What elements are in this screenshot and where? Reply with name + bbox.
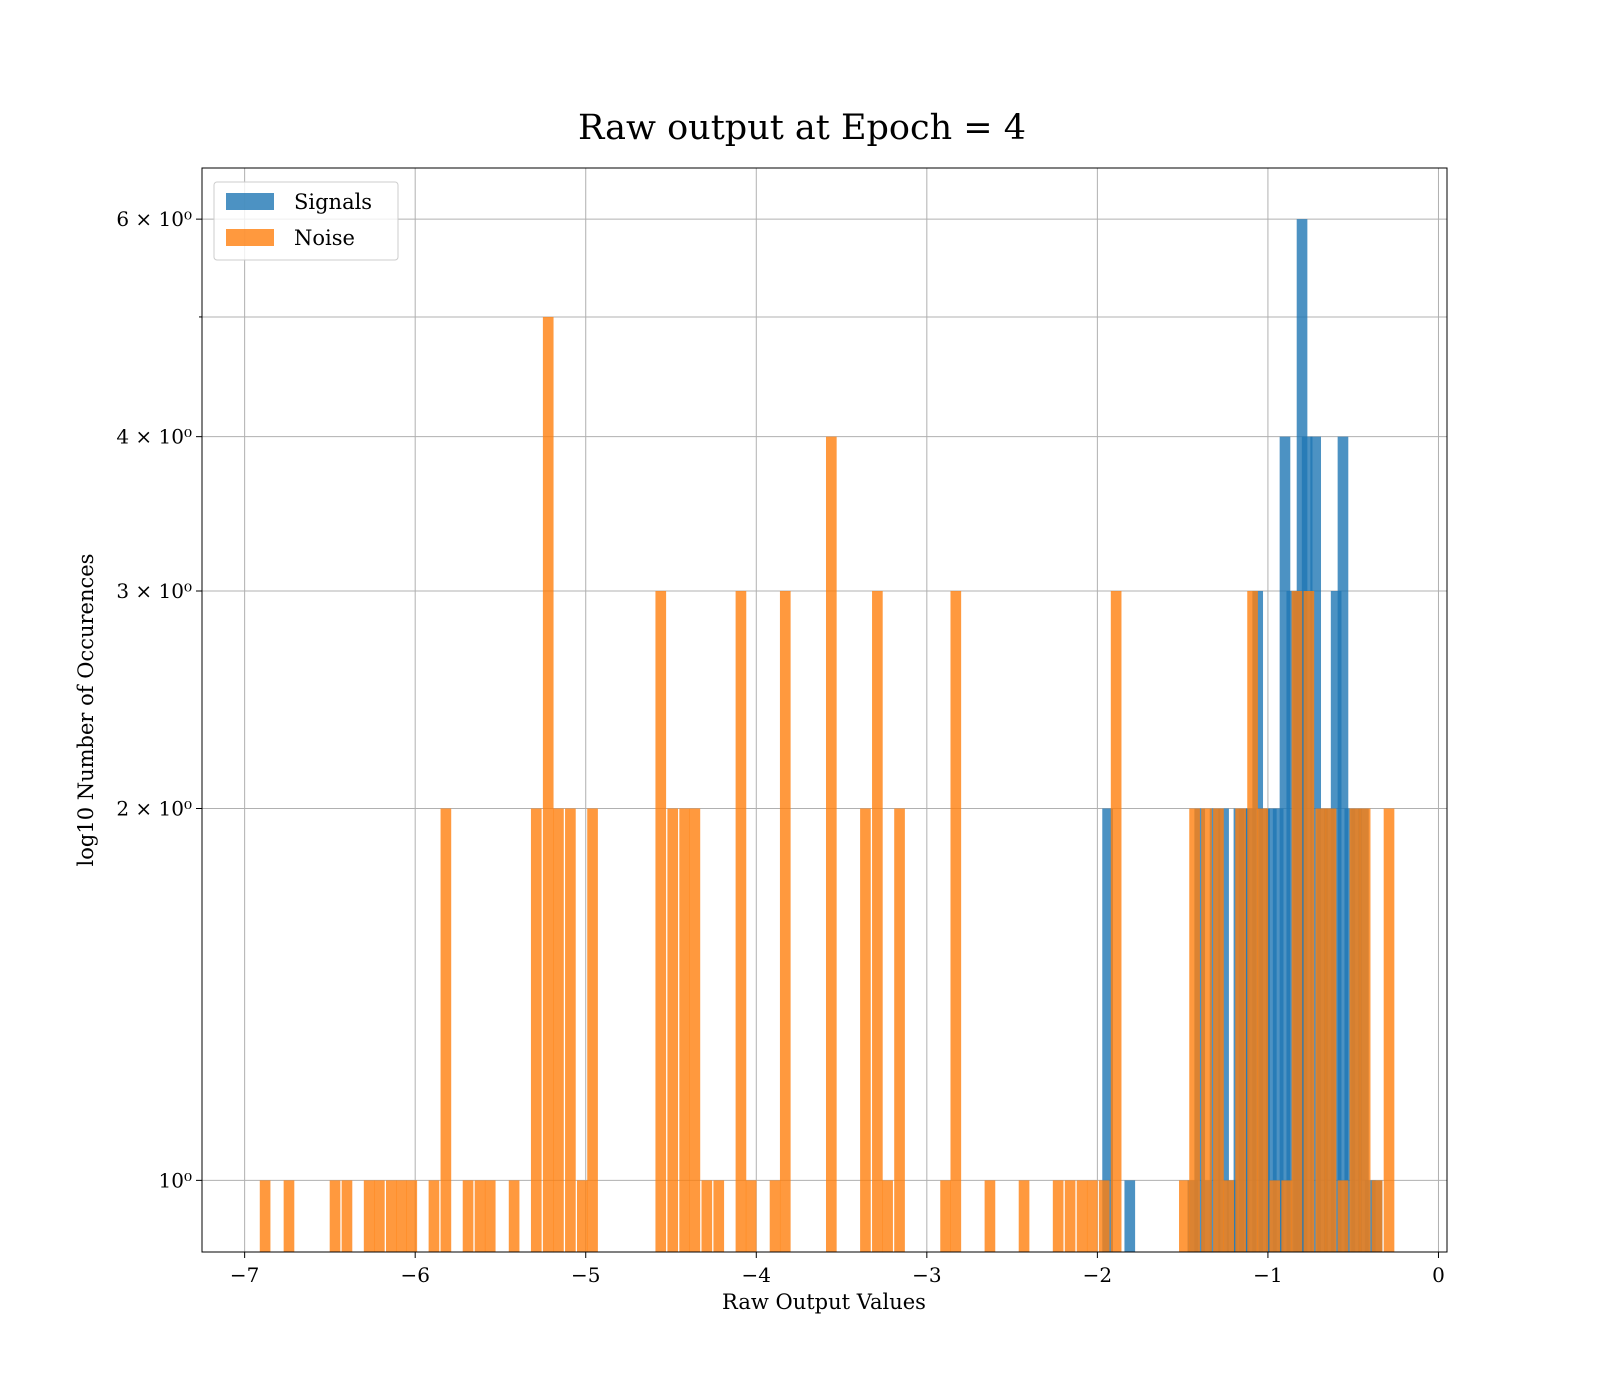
noise-bar — [1359, 808, 1371, 1252]
x-tick-label: −2 — [1083, 1263, 1112, 1287]
y-tick-label: 2 × 10⁰ — [116, 797, 192, 821]
legend-swatch-signals — [226, 193, 274, 210]
noise-bar — [713, 1180, 725, 1252]
x-tick-label: −4 — [742, 1263, 771, 1287]
noise-bar — [950, 590, 962, 1252]
y-tick-label: 6 × 10⁰ — [116, 207, 192, 231]
chart-title: Raw output at Epoch = 4 — [578, 108, 1026, 148]
noise-bar — [1247, 590, 1258, 1252]
signals-bar — [1337, 436, 1349, 1252]
noise-bar — [1086, 1180, 1098, 1252]
noise-bar — [1098, 1180, 1110, 1252]
legend-label-noise: Noise — [294, 226, 355, 250]
x-tick-label: −5 — [571, 1263, 600, 1287]
noise-bar — [940, 1180, 951, 1252]
y-tick-label: 4 × 10⁰ — [116, 425, 192, 449]
legend-swatch-noise — [226, 229, 274, 246]
noise-bar — [1337, 1180, 1349, 1252]
noise-bar — [1269, 1180, 1281, 1252]
noise-bar — [745, 1180, 757, 1252]
x-axis-label: Raw Output Values — [722, 1290, 926, 1314]
noise-bar — [1257, 808, 1269, 1252]
noise-bar — [689, 808, 701, 1252]
noise-bar — [1349, 808, 1361, 1252]
noise-bar — [484, 1180, 496, 1252]
noise-bar — [462, 1180, 474, 1252]
noise-bar — [1179, 1180, 1190, 1252]
noise-bar — [1291, 590, 1303, 1252]
y-tick-label: 3 × 10⁰ — [116, 579, 192, 603]
noise-bar — [259, 1180, 271, 1252]
signals-bar — [1124, 1180, 1136, 1252]
noise-bar — [1201, 808, 1212, 1252]
noise-bar — [440, 808, 452, 1252]
noise-bar — [1189, 808, 1200, 1252]
noise-bar — [894, 808, 905, 1252]
noise-bar — [860, 808, 871, 1252]
noise-bar — [341, 1180, 353, 1252]
x-tick-label: −1 — [1253, 1263, 1282, 1287]
signals-bar — [1102, 808, 1113, 1252]
bars — [259, 219, 1395, 1252]
noise-bar — [576, 1180, 588, 1252]
noise-bar — [1383, 808, 1395, 1252]
noise-bar — [1371, 1180, 1383, 1252]
y-axis-label: log10 Number of Occurences — [74, 554, 98, 867]
noise-bar — [735, 590, 747, 1252]
noise-bar — [363, 1180, 375, 1252]
noise-bar — [769, 1180, 781, 1252]
legend-label-signals: Signals — [294, 190, 372, 214]
noise-bar — [553, 808, 564, 1252]
x-tick-label: −7 — [230, 1263, 259, 1287]
signals-bar — [1272, 808, 1284, 1252]
noise-bar — [428, 1180, 440, 1252]
x-axis-ticks: −7 −6 −5 −4 −3 −2 −1 0 — [230, 1252, 1445, 1287]
y-axis-ticks: 10⁰ 2 × 10⁰ 3 × 10⁰ 4 × 10⁰ 6 × 10⁰ — [116, 207, 202, 1192]
noise-bar — [530, 808, 542, 1252]
x-tick-label: −6 — [400, 1263, 429, 1287]
noise-bar — [542, 316, 554, 1252]
noise-bar — [882, 1180, 893, 1252]
noise-bar — [385, 1180, 397, 1252]
noise-bar — [655, 590, 667, 1252]
signals-bar — [1266, 808, 1277, 1252]
plot-frame — [201, 167, 1448, 1253]
noise-bar — [1223, 1180, 1235, 1252]
noise-bar — [872, 590, 883, 1252]
noise-bar — [329, 1180, 341, 1252]
noise-bar — [1064, 1180, 1076, 1252]
noise-bar — [701, 1180, 713, 1252]
noise-bar — [679, 808, 690, 1252]
noise-bar — [565, 808, 576, 1252]
noise-bar — [508, 1180, 520, 1252]
noise-bar — [1213, 808, 1224, 1252]
noise-bar — [779, 590, 791, 1252]
noise-bar — [587, 808, 598, 1252]
signals-bar — [1279, 436, 1291, 1252]
noise-bar — [1018, 1180, 1030, 1252]
y-tick-label: 10⁰ — [159, 1168, 192, 1192]
noise-bar — [396, 1180, 407, 1252]
x-tick-label: 0 — [1432, 1263, 1445, 1287]
noise-bar — [474, 1180, 486, 1252]
grid-lines — [202, 168, 1447, 1252]
noise-bar — [1076, 1180, 1088, 1252]
x-tick-label: −3 — [912, 1263, 941, 1287]
noise-bar — [406, 1180, 418, 1252]
noise-bar — [1303, 590, 1315, 1252]
noise-bar — [283, 1180, 295, 1252]
noise-bar — [1052, 1180, 1064, 1252]
noise-bar — [1281, 1180, 1293, 1252]
noise-bar — [825, 436, 837, 1252]
noise-bar — [984, 1180, 996, 1252]
legend: Signals Noise — [213, 181, 399, 261]
noise-bar — [1325, 808, 1337, 1252]
noise-bar — [374, 1180, 385, 1252]
noise-bar — [1110, 590, 1122, 1252]
noise-bar — [1315, 808, 1327, 1252]
noise-bar — [1235, 808, 1246, 1252]
noise-bar — [667, 808, 679, 1252]
